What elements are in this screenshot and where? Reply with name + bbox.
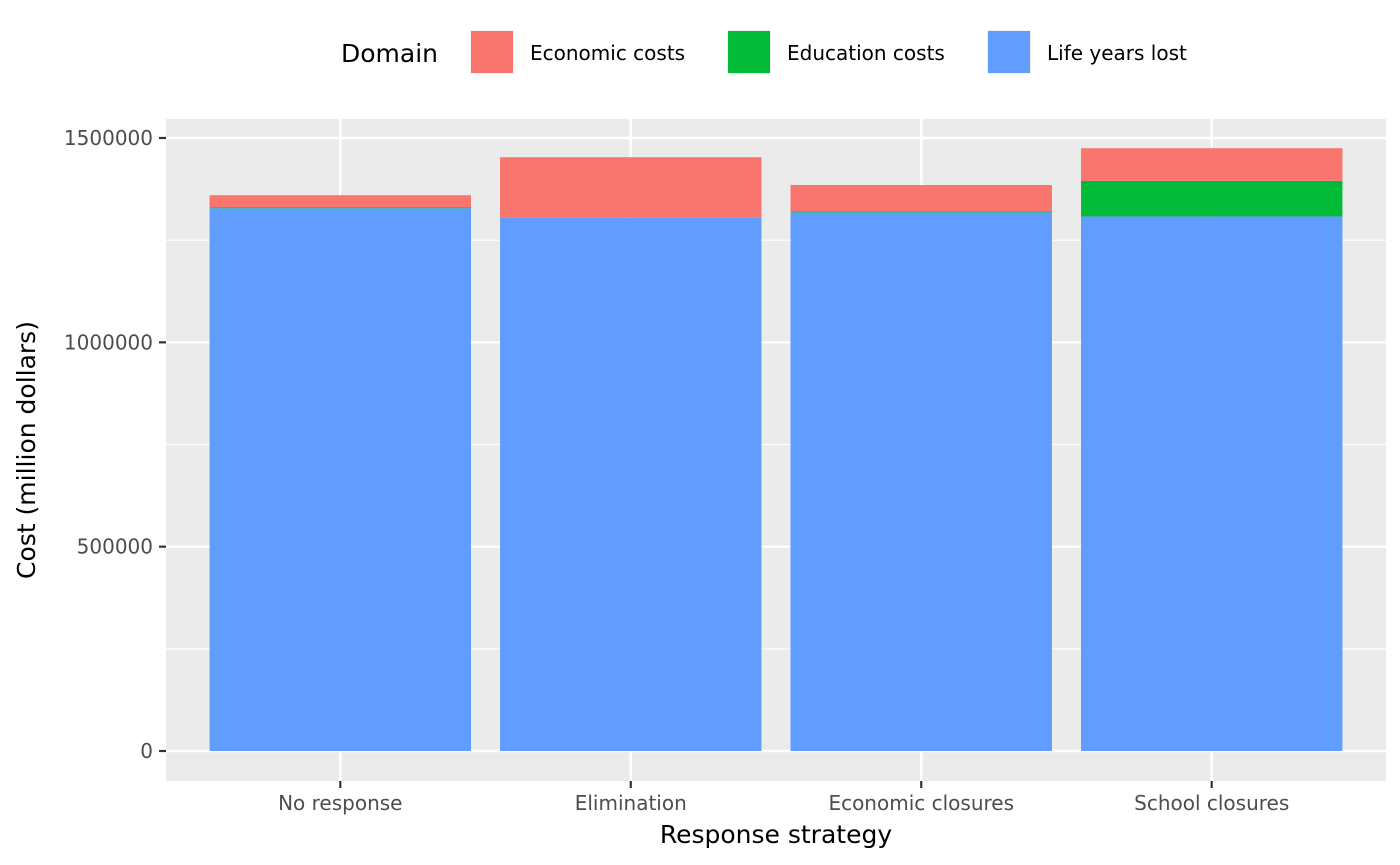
- legend-entry-label: Life years lost: [1047, 41, 1187, 65]
- bar-segment-economic-costs: [1081, 148, 1343, 181]
- bar-segment-economic-costs: [209, 195, 472, 208]
- bar-segment-life-years-lost: [500, 217, 762, 751]
- x-tick-label: Economic closures: [828, 791, 1014, 815]
- bar-segment-life-years-lost: [1081, 216, 1343, 752]
- x-tick-label: School closures: [1134, 791, 1289, 815]
- y-tick-label: 0: [140, 739, 153, 763]
- legend-key-swatch: [988, 31, 1030, 73]
- legend-title: Domain: [341, 39, 438, 68]
- x-axis-title: Response strategy: [660, 820, 892, 849]
- legend-entry-label: Education costs: [787, 41, 945, 65]
- bars: [209, 148, 1343, 752]
- y-tick-label: 1000000: [64, 330, 153, 354]
- bar-segment-economic-costs: [790, 184, 1052, 212]
- bar-segment-life-years-lost: [790, 212, 1052, 752]
- y-tick-label: 1500000: [64, 126, 153, 150]
- legend: Domain Economic costs Education costs Life…: [341, 30, 1187, 74]
- y-tick-label: 500000: [77, 535, 153, 559]
- bar-segment-education-costs: [209, 207, 472, 209]
- x-tick-label: Elimination: [575, 791, 687, 815]
- legend-entry-label: Economic costs: [530, 41, 685, 65]
- bar-segment-education-costs: [1081, 180, 1343, 217]
- bar-segment-education-costs: [790, 211, 1052, 213]
- y-axis-title: Cost (million dollars): [12, 321, 41, 579]
- legend-key-swatch: [728, 31, 770, 73]
- bar-segment-economic-costs: [500, 157, 762, 218]
- x-axis: No response Elimination Economic closures S…: [278, 781, 1289, 815]
- bar-segment-life-years-lost: [209, 208, 472, 752]
- x-tick-label: No response: [278, 791, 402, 815]
- legend-key-swatch: [471, 31, 513, 73]
- y-axis: 0 500000 1000000 1500000: [64, 126, 166, 763]
